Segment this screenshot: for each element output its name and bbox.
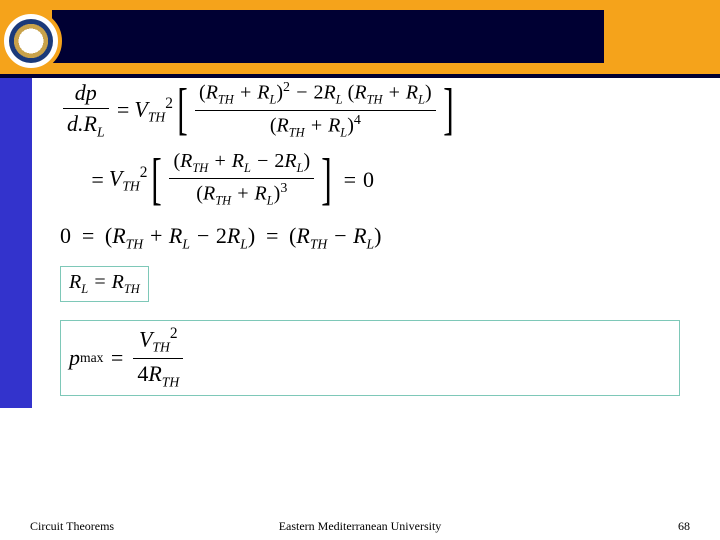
eq1-num: dp bbox=[75, 80, 97, 105]
footer-center: Eastern Mediterranean University bbox=[279, 519, 442, 534]
equation-3: 0 = (RTH + RL − 2RL) = (RTH − RL) bbox=[60, 223, 680, 252]
page-number: 68 bbox=[678, 519, 690, 534]
equation-2: = VTH2 [ (RTH + RL − 2RL) (RTH + RL)3 ] … bbox=[90, 150, 680, 209]
slide-content: dp d.RL = VTH2 [ (RTH + RL)2 − 2RL (RTH … bbox=[60, 80, 680, 404]
result-box-1: RL = RTH bbox=[60, 266, 149, 302]
header-dark-bar bbox=[52, 10, 604, 63]
equation-1: dp d.RL = VTH2 [ (RTH + RL)2 − 2RL (RTH … bbox=[60, 80, 680, 140]
eq1-den: d.R bbox=[67, 111, 97, 136]
university-logo bbox=[0, 10, 62, 72]
logo-inner-icon bbox=[9, 19, 53, 63]
eq-equals: = bbox=[116, 97, 131, 123]
vth2: VTH2 bbox=[109, 164, 148, 195]
eq1-den-sub: L bbox=[97, 124, 105, 139]
lbracket: [ bbox=[177, 84, 187, 135]
header-divider bbox=[0, 74, 720, 78]
footer-left: Circuit Theorems bbox=[30, 519, 114, 534]
left-sidebar bbox=[0, 78, 32, 408]
result-box-2: pmax = VTH2 4RTH bbox=[60, 320, 680, 395]
rbracket: ] bbox=[443, 84, 453, 135]
vth: VTH2 bbox=[134, 95, 173, 126]
footer: Circuit Theorems Eastern Mediterranean U… bbox=[30, 519, 690, 534]
